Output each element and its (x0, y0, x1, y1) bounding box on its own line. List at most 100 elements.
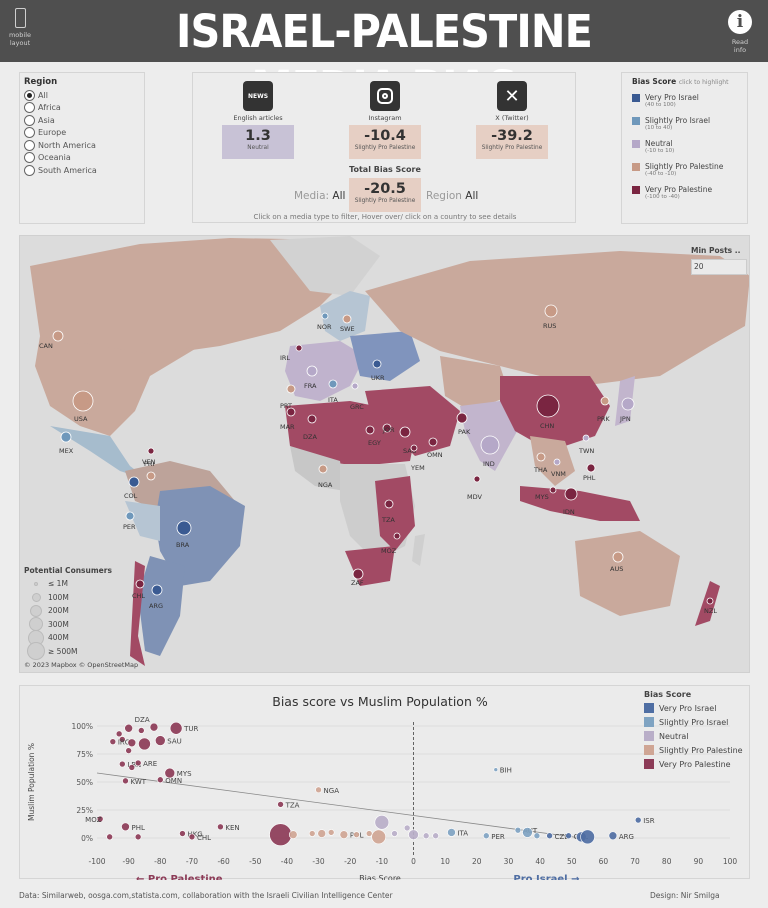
data-point[interactable] (119, 760, 126, 768)
country-marker-arg[interactable] (151, 584, 163, 596)
country-marker-idn[interactable] (564, 487, 578, 501)
radio-icon[interactable] (24, 152, 35, 164)
region-option-oceania[interactable]: Oceania (24, 152, 140, 165)
country-marker-ind[interactable] (480, 435, 500, 455)
radio-icon[interactable] (24, 89, 35, 101)
map-canvas[interactable]: CAN USA MEX PRI COL VEN PER BRA CHL ARG NOR SWE IRL F… (20, 236, 750, 673)
data-point[interactable] (432, 832, 439, 840)
country-marker-rus[interactable] (544, 304, 558, 318)
country-marker-irl[interactable] (295, 344, 303, 352)
data-point[interactable] (546, 832, 553, 840)
country-marker-grc[interactable] (351, 382, 359, 390)
data-point[interactable] (149, 722, 159, 732)
country-marker-mar[interactable] (286, 407, 296, 417)
country-marker-jor[interactable] (382, 423, 392, 433)
data-point[interactable] (371, 829, 386, 845)
bias-legend-item[interactable]: Very Pro Palestine (-100 to -40) (632, 185, 737, 201)
region-option-europe[interactable]: Europe (24, 127, 140, 140)
data-point[interactable] (391, 830, 398, 837)
data-point[interactable] (408, 829, 419, 840)
media-x-twitter[interactable]: ✕ X (Twitter) -39.2 Slightly Pro Palestine (462, 81, 562, 159)
data-point[interactable] (217, 823, 224, 831)
data-point[interactable] (317, 829, 327, 838)
scatter-legend-item[interactable]: Slightly Pro Israel (644, 715, 748, 729)
data-point[interactable] (134, 759, 142, 767)
data-point[interactable] (122, 777, 129, 785)
data-point[interactable] (96, 815, 104, 823)
data-point[interactable] (308, 830, 316, 837)
scatter-legend-item[interactable]: Very Pro Israel (644, 701, 748, 715)
data-point[interactable] (365, 830, 373, 837)
country-marker-vnm[interactable] (553, 458, 561, 466)
country-marker-fra[interactable] (306, 365, 318, 377)
data-point[interactable] (169, 721, 183, 735)
country-marker-phl[interactable] (586, 463, 596, 473)
data-point[interactable] (109, 738, 117, 745)
read-info-button[interactable]: i Read info (724, 10, 756, 54)
data-point[interactable] (269, 823, 292, 846)
country-marker-bra[interactable] (176, 520, 192, 536)
country-marker-prk[interactable] (600, 396, 610, 406)
data-point[interactable] (374, 815, 390, 830)
region-option-africa[interactable]: Africa (24, 102, 140, 115)
data-point[interactable] (533, 832, 541, 840)
country-marker-col[interactable] (128, 476, 140, 488)
radio-icon[interactable] (24, 164, 35, 176)
bias-legend-item[interactable]: Slightly Pro Palestine (-40 to -10) (632, 162, 737, 178)
data-point[interactable] (522, 827, 533, 838)
instagram-icon[interactable] (370, 81, 400, 111)
region-selection[interactable]: Region All (426, 190, 478, 202)
bias-legend-item[interactable]: Slightly Pro Israel (10 to 40) (632, 116, 737, 132)
data-point[interactable] (403, 824, 411, 832)
data-point[interactable] (315, 786, 322, 794)
country-marker-omn[interactable] (428, 437, 438, 447)
country-marker-mex[interactable] (60, 431, 72, 443)
country-marker-mdv[interactable] (473, 475, 481, 483)
country-marker-zaf[interactable] (352, 568, 364, 580)
data-point[interactable] (608, 831, 618, 841)
country-marker-ukr[interactable] (372, 359, 382, 369)
data-point[interactable] (288, 830, 298, 839)
data-point[interactable] (157, 776, 164, 784)
country-marker-usa[interactable] (72, 390, 94, 412)
country-marker-egy[interactable] (365, 425, 375, 435)
scatter-legend-item[interactable]: Neutral (644, 729, 748, 743)
country-marker-ven[interactable] (146, 471, 156, 481)
country-marker-sau[interactable] (399, 426, 411, 438)
data-point[interactable] (138, 727, 145, 734)
country-marker-ita[interactable] (328, 379, 338, 389)
data-point[interactable] (164, 767, 176, 779)
region-option-asia[interactable]: Asia (24, 114, 140, 127)
data-point[interactable] (119, 736, 126, 743)
region-option-south-america[interactable]: South America (24, 164, 140, 177)
country-marker-pri[interactable] (147, 447, 155, 455)
region-option-north-america[interactable]: North America (24, 139, 140, 152)
mobile-layout-button[interactable]: mobile layout (6, 8, 34, 47)
data-point[interactable] (121, 822, 130, 832)
data-point[interactable] (127, 738, 137, 748)
data-point[interactable] (327, 829, 335, 836)
data-point[interactable] (482, 832, 490, 840)
world-map[interactable]: CAN USA MEX PRI COL VEN PER BRA CHL ARG NOR SWE IRL F… (19, 235, 750, 673)
data-point[interactable] (580, 829, 595, 845)
data-point[interactable] (125, 747, 132, 754)
media-news[interactable]: NEWS English articles 1.3 Neutral (208, 81, 308, 159)
country-marker-chl[interactable] (135, 579, 145, 589)
min-posts-input[interactable]: 20 (691, 259, 747, 275)
country-marker-dza[interactable] (307, 414, 317, 424)
radio-icon[interactable] (24, 114, 35, 126)
country-marker-nga[interactable] (318, 464, 328, 474)
data-point[interactable] (106, 833, 113, 841)
country-marker-twn[interactable] (582, 434, 590, 442)
data-point[interactable] (565, 832, 572, 840)
country-marker-chn[interactable] (536, 394, 560, 418)
data-point[interactable] (155, 735, 166, 746)
data-point[interactable] (339, 830, 349, 839)
country-marker-pak[interactable] (456, 412, 468, 424)
data-point[interactable] (353, 831, 360, 838)
radio-icon[interactable] (24, 102, 35, 114)
country-marker-can[interactable] (52, 330, 64, 342)
country-marker-mys[interactable] (549, 486, 557, 494)
country-marker-prt[interactable] (286, 384, 296, 394)
data-point[interactable] (115, 730, 123, 738)
